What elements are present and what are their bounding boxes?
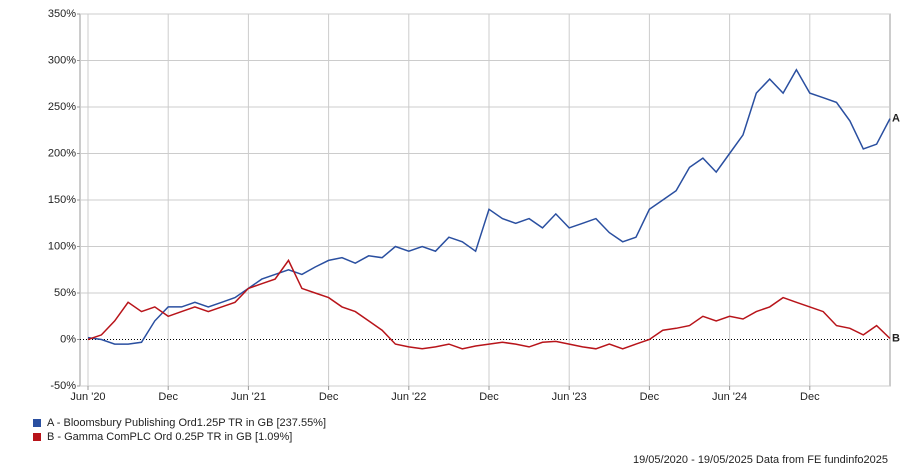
y-tick-label: 150%	[48, 194, 76, 206]
y-tick-label: 350%	[48, 8, 76, 20]
legend-swatch	[33, 419, 41, 427]
footer: 19/05/2020 - 19/05/2025 Data from FE fun…	[633, 454, 888, 466]
x-tick-label: Dec	[319, 391, 339, 403]
y-tick-label: -50%	[50, 380, 76, 392]
y-tick-label: 0%	[60, 333, 76, 345]
x-tick-label: Jun '24	[712, 391, 747, 403]
end-label: B	[892, 332, 900, 344]
y-tick-label: 250%	[48, 101, 76, 113]
x-tick-label: Dec	[479, 391, 499, 403]
x-tick-label: Dec	[158, 391, 178, 403]
end-label: A	[892, 112, 900, 124]
x-tick-label: Jun '23	[552, 391, 587, 403]
series-line	[87, 68, 891, 345]
x-tick-label: Jun '22	[391, 391, 426, 403]
y-tick-label: 300%	[48, 54, 76, 66]
legend-swatch	[33, 433, 41, 441]
x-tick-label: Jun '20	[70, 391, 105, 403]
y-tick-label: 100%	[48, 240, 76, 252]
x-tick-label: Dec	[800, 391, 820, 403]
legend-label: B - Gamma ComPLC Ord 0.25P TR in GB [1.0…	[47, 431, 292, 443]
y-tick-label: 200%	[48, 147, 76, 159]
series-line	[87, 258, 891, 350]
x-tick-label: Dec	[640, 391, 660, 403]
x-tick-label: Jun '21	[231, 391, 266, 403]
y-tick-label: 50%	[54, 287, 76, 299]
legend-label: A - Bloomsbury Publishing Ord1.25P TR in…	[47, 417, 326, 429]
